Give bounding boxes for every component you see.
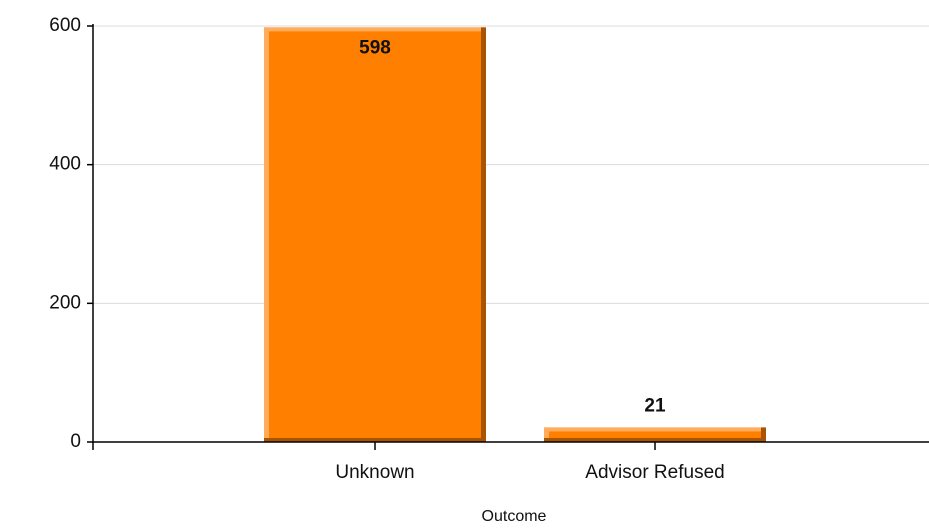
x-tick-label: Advisor Refused (585, 462, 724, 483)
bar-shadow (544, 438, 766, 442)
bar-shadow (481, 27, 486, 443)
value-label: 598 (359, 37, 391, 58)
bar (264, 27, 486, 443)
bar-highlight (264, 27, 269, 443)
y-tick-label: 200 (49, 292, 81, 313)
y-tick-label: 600 (49, 15, 81, 36)
x-tick-label: Unknown (335, 462, 414, 483)
value-label: 21 (644, 395, 666, 416)
bar-shadow (264, 438, 486, 442)
y-tick-label: 400 (49, 154, 81, 175)
bar-highlight (544, 427, 549, 442)
bar-highlight (264, 27, 486, 32)
y-tick-label: 0 (70, 431, 81, 452)
bar-highlight (544, 427, 766, 432)
x-axis-label: Outcome (482, 508, 547, 525)
bar-shadow (761, 427, 766, 442)
